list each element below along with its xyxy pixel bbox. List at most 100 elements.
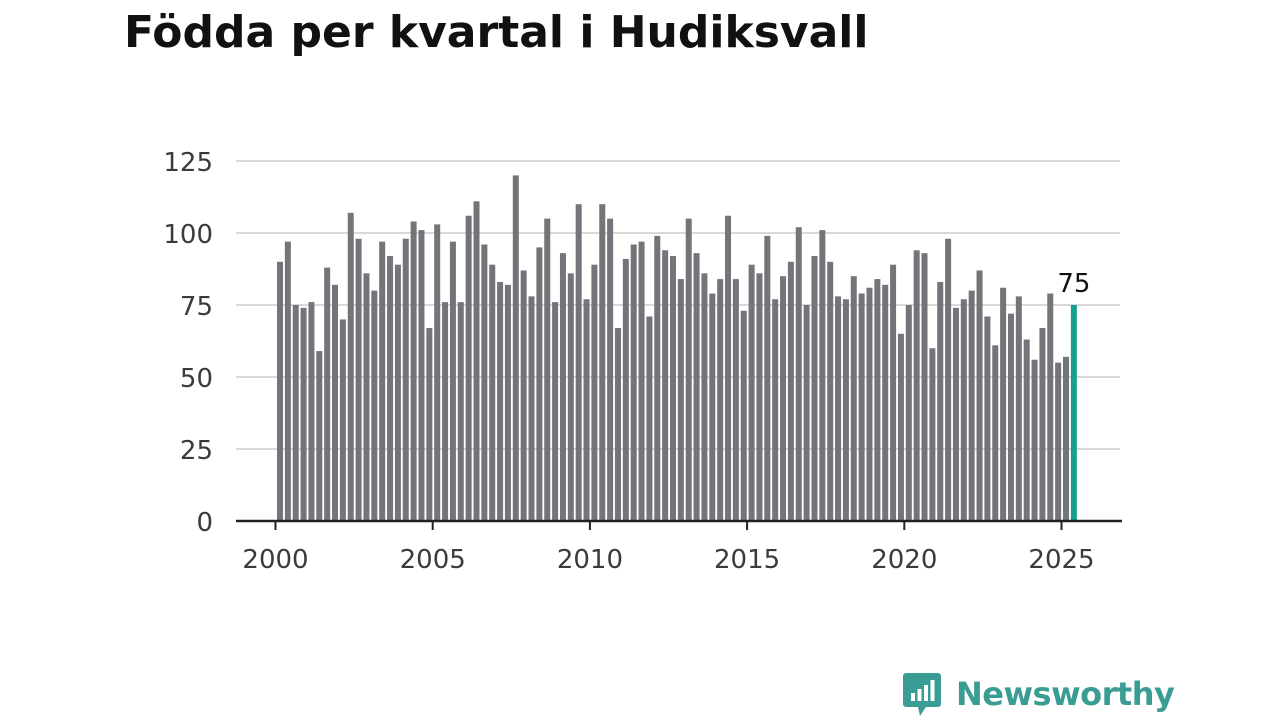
- bar: [827, 261, 834, 521]
- bar: [654, 235, 661, 521]
- bar: [630, 244, 637, 521]
- bar: [536, 247, 543, 521]
- y-axis-tick-labels: 0 25 50 75 100 125: [163, 148, 213, 538]
- bar: [1023, 339, 1030, 521]
- bar: [402, 238, 409, 521]
- bar: [292, 305, 299, 521]
- bar: [544, 218, 551, 521]
- bars: [277, 175, 1077, 522]
- bar: [481, 244, 488, 521]
- bar: [866, 287, 873, 521]
- bar: [410, 221, 417, 522]
- bar: [929, 348, 936, 521]
- x-tick-label: 2020: [871, 545, 937, 575]
- y-tick-label: 100: [163, 220, 213, 250]
- bar: [332, 284, 339, 521]
- bar: [497, 281, 504, 521]
- bar: [725, 215, 732, 521]
- bar: [890, 264, 897, 521]
- bar: [968, 290, 975, 521]
- highlight-value-label: 75: [1057, 269, 1090, 299]
- bar: [347, 212, 354, 521]
- bar: [897, 333, 904, 521]
- bar: [512, 175, 519, 521]
- bar: [355, 238, 362, 521]
- newsworthy-logo-icon: [903, 673, 941, 716]
- bar: [442, 302, 449, 521]
- bar: [284, 241, 291, 521]
- bar: [850, 276, 857, 521]
- bar: [811, 256, 818, 521]
- bar: [339, 319, 346, 521]
- bar: [772, 299, 779, 521]
- bar: [677, 279, 684, 521]
- bar: [858, 293, 865, 521]
- bar: [1015, 296, 1022, 521]
- bar: [638, 241, 645, 521]
- y-tick-label: 125: [163, 148, 213, 178]
- bar: [646, 316, 653, 521]
- brand-name: Newsworthy: [956, 675, 1175, 713]
- bar: [567, 273, 574, 521]
- bar: [905, 305, 912, 521]
- bar: [528, 296, 535, 521]
- bar: [559, 253, 566, 521]
- bar: [685, 218, 692, 521]
- bar: [394, 264, 401, 521]
- bar: [363, 273, 370, 521]
- bar: [418, 230, 425, 521]
- bar: [835, 296, 842, 521]
- bar: [473, 201, 480, 521]
- bar: [591, 264, 598, 521]
- bar: [787, 261, 794, 521]
- bar: [449, 241, 456, 521]
- bar: [308, 302, 315, 521]
- bar: [662, 250, 669, 521]
- bar: [732, 279, 739, 521]
- bar: [937, 281, 944, 521]
- bar: [1047, 293, 1054, 521]
- y-tick-label: 50: [180, 364, 213, 394]
- newsworthy-brand: Newsworthy: [902, 669, 1175, 719]
- bar: [277, 261, 283, 521]
- bar: [803, 305, 810, 521]
- y-tick-label: 0: [196, 508, 213, 538]
- bar: [1000, 287, 1007, 521]
- bar: [1031, 359, 1038, 521]
- x-tick-label: 2005: [400, 545, 466, 575]
- bar: [756, 273, 763, 521]
- bar: [780, 276, 787, 521]
- bar: [693, 253, 700, 521]
- bar: [575, 204, 582, 521]
- bar: [795, 227, 802, 522]
- x-tick-label: 2015: [714, 545, 780, 575]
- bar: [599, 204, 606, 521]
- bar: [960, 299, 967, 521]
- bar: [1063, 356, 1069, 521]
- bar: [670, 256, 676, 521]
- bar: [913, 250, 920, 521]
- bar: [764, 235, 771, 521]
- bar: [300, 307, 307, 521]
- bar: [614, 328, 621, 521]
- x-axis: 2000 2005 2010 2015 2020 2025: [236, 519, 1122, 575]
- highlighted-bar: [1070, 305, 1077, 521]
- bar: [709, 293, 716, 521]
- bar: [819, 230, 826, 521]
- bar: [882, 284, 889, 521]
- bar: [371, 290, 378, 521]
- bar: [379, 241, 386, 521]
- bar: [717, 279, 724, 521]
- x-tick-label: 2000: [242, 545, 308, 575]
- y-tick-label: 25: [180, 436, 213, 466]
- bar: [583, 299, 590, 521]
- bar: [740, 310, 747, 521]
- bar: [1007, 313, 1014, 521]
- annotations: 75: [1057, 269, 1090, 299]
- x-tick-label: 2025: [1028, 545, 1094, 575]
- bar: [976, 270, 983, 521]
- bar: [426, 328, 433, 521]
- bar: [387, 256, 394, 521]
- bar: [324, 267, 331, 521]
